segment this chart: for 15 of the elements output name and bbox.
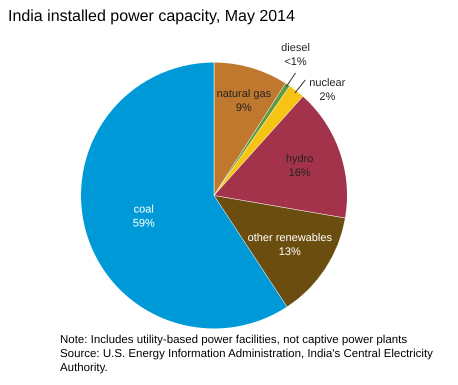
slice-label: nuclear [309, 76, 346, 89]
slice-label: hydro [286, 152, 314, 165]
data-label: <1% [284, 56, 307, 68]
slice-label: diesel [281, 42, 310, 54]
slice-label: other renewables [248, 232, 332, 244]
slice-label: natural gas [216, 88, 272, 100]
slice-label: coal [134, 204, 154, 216]
data-label: 16% [288, 166, 311, 179]
data-label: 59% [132, 218, 155, 230]
data-label: 2% [319, 90, 336, 103]
chart-title: India installed power capacity, May 2014 [8, 8, 296, 26]
source-note: Source: U.S. Energy Information Administration, India's Central Electricity Authority. [60, 347, 434, 375]
text: Note: Includes utility-based power facilities, not captive power plants [60, 333, 408, 347]
data-label: 13% [278, 246, 301, 258]
data-label: 9% [236, 102, 252, 114]
